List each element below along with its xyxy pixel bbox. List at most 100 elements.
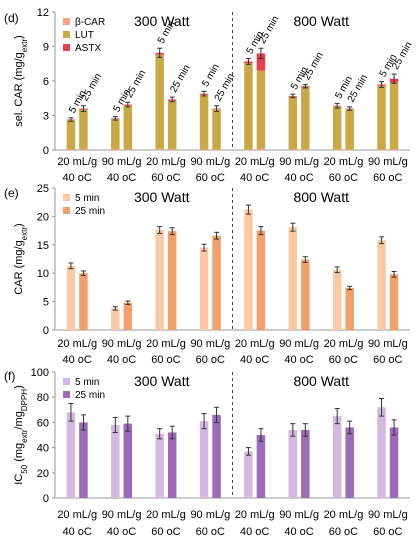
y-tick-label: 6	[43, 76, 49, 88]
bar	[332, 106, 342, 150]
category-label-temp: 60 oC	[196, 354, 225, 366]
y-tick-label: 5	[43, 297, 49, 309]
bar	[345, 287, 354, 330]
legend-swatch	[63, 391, 70, 398]
bar	[212, 235, 221, 330]
bar	[79, 422, 88, 498]
bar	[79, 273, 88, 330]
category-label-ratio: 20 mL/g	[146, 509, 186, 521]
bar	[111, 149, 120, 150]
category-label-ratio: 20 mL/g	[57, 338, 97, 350]
category-label-ratio: 20 mL/g	[324, 156, 364, 168]
category-label-temp: 40 oC	[240, 526, 269, 538]
bar	[389, 82, 399, 150]
y-axis-label-part: extr	[20, 227, 29, 241]
panel-letter: (e)	[4, 186, 19, 200]
bar	[199, 149, 209, 150]
bar	[256, 148, 266, 150]
y-axis-label-part: 50	[20, 464, 29, 473]
category-label-temp: 40 oC	[107, 172, 136, 184]
bar	[377, 149, 386, 150]
category-label-ratio: 90 mL/g	[190, 156, 230, 168]
y-axis-label-part: )	[13, 385, 25, 389]
category-label-ratio: 20 mL/g	[57, 156, 97, 168]
legend-entry: 5 min	[75, 193, 99, 204]
category-label-ratio: 90 mL/g	[102, 338, 142, 350]
panel-e: (e) 0 5 10 15 20 25 CAR (mg/gextr) 300 Watt 800 W…	[4, 183, 410, 337]
bar	[155, 433, 164, 498]
legend-entry: 5 min	[75, 377, 99, 388]
bar	[123, 302, 133, 330]
y-tick-label: 100	[31, 367, 49, 379]
bar	[155, 148, 164, 150]
bar	[244, 63, 253, 150]
bar	[66, 412, 76, 498]
time-label: 25 min	[124, 68, 149, 99]
bar	[66, 149, 76, 150]
bar	[389, 427, 399, 498]
group-label-800w: 800 Watt	[293, 189, 349, 205]
category-label-ratio: 90 mL/g	[102, 509, 142, 521]
bar	[111, 118, 120, 150]
bar	[389, 274, 399, 330]
category-label-temp: 60 oC	[373, 526, 402, 538]
y-axis-label-part: )	[13, 223, 25, 227]
bar	[332, 416, 342, 498]
category-label-ratio: 90 mL/g	[279, 156, 319, 168]
legend-swatch	[63, 44, 70, 51]
bar	[244, 149, 253, 150]
bar	[123, 149, 133, 150]
category-label-ratio: 90 mL/g	[190, 338, 230, 350]
category-label-temp: 60 oC	[373, 354, 402, 366]
bar	[256, 230, 266, 330]
legend-swatch	[63, 18, 70, 25]
category-label-ratio: 20 mL/g	[57, 509, 97, 521]
legend-swatch	[63, 31, 70, 38]
bar	[377, 85, 386, 150]
category-label-ratio: 20 mL/g	[324, 509, 364, 521]
category-label-temp: 40 oC	[284, 354, 313, 366]
category-label-temp: 40 oC	[63, 172, 92, 184]
y-axis-label: sel. CAR (mg/gextr)	[13, 35, 29, 127]
group-label-800w: 800 Watt	[293, 13, 349, 29]
category-label-temp: 60 oC	[151, 354, 180, 366]
bar	[123, 105, 133, 150]
category-label-temp: 40 oC	[284, 526, 313, 538]
bar	[167, 231, 177, 330]
category-label-temp: 60 oC	[329, 354, 358, 366]
category-label-ratio: 90 mL/g	[368, 509, 408, 521]
legend-swatch	[63, 194, 70, 201]
y-tick-label: 10	[37, 268, 49, 280]
legend-entry: β-CAR	[75, 17, 105, 28]
y-tick-label: 25	[37, 183, 49, 195]
panel-letter: (d)	[4, 11, 19, 25]
y-tick-label: 20	[37, 211, 49, 223]
bar	[212, 149, 221, 150]
category-label-ratio: 20 mL/g	[235, 156, 275, 168]
bar	[256, 53, 266, 71]
group-label-300w: 300 Watt	[134, 373, 190, 389]
legend-entry: 25 min	[75, 206, 105, 217]
legend-entry: LUT	[75, 30, 94, 41]
bar	[199, 247, 209, 330]
category-label-temp: 60 oC	[196, 172, 225, 184]
category-label-temp: 40 oC	[63, 526, 92, 538]
group-label-300w: 300 Watt	[134, 13, 190, 29]
bar	[155, 230, 164, 330]
category-label-ratio: 20 mL/g	[324, 338, 364, 350]
category-label-ratio: 20 mL/g	[146, 338, 186, 350]
bar	[301, 259, 310, 330]
time-label: 25 min	[257, 14, 282, 45]
bar	[111, 424, 120, 498]
legend-entry: ASTX	[75, 43, 101, 54]
bar	[288, 429, 298, 498]
bar	[256, 435, 266, 498]
bar	[155, 54, 164, 149]
bar	[123, 423, 133, 498]
bar	[288, 227, 298, 330]
category-label-temp: 40 oC	[240, 172, 269, 184]
category-label-temp: 40 oC	[240, 354, 269, 366]
bar	[244, 209, 253, 330]
category-label-temp: 60 oC	[151, 526, 180, 538]
